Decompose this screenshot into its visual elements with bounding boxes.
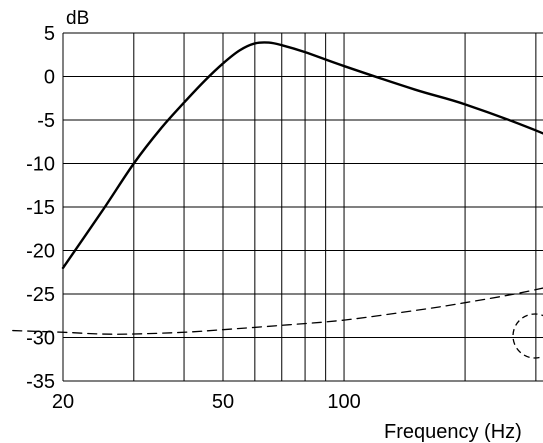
series-line-dashed [12,287,543,335]
y-tick-label: -25 [26,284,55,306]
dashed-circle [512,313,543,359]
dashed-circle-annotation [512,313,543,359]
y-tick-label: -30 [26,328,55,350]
x-tick-label: 50 [212,391,234,413]
y-unit-label: dB [66,8,89,29]
y-tick-labels: 5 0 -5 -10 -15 -20 -25 -30 -35 [26,23,55,393]
y-tick-label: -15 [26,197,55,219]
y-tick-label: -10 [26,154,55,176]
y-tick-label: -20 [26,241,55,263]
y-tick-label: 0 [44,67,55,89]
grid [62,32,543,382]
series-group [12,41,543,335]
x-axis-title: Frequency (Hz) [384,421,522,443]
y-tick-label: -5 [37,110,55,132]
y-tick-label: 5 [44,23,55,45]
series-line-solid [61,41,543,270]
y-tick-label: -35 [26,371,55,393]
x-tick-label: 20 [52,391,74,413]
x-tick-label: 100 [327,391,360,413]
x-tick-labels: 20501005001K [52,391,361,413]
